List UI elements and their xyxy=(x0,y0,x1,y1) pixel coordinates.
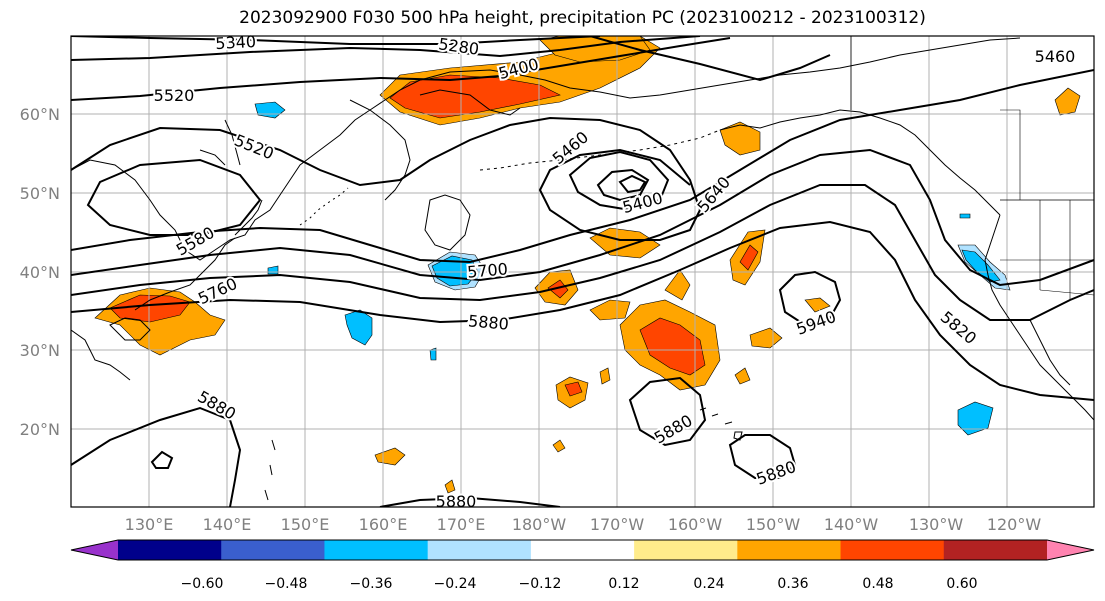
contour-label: 5460 xyxy=(1035,47,1076,66)
map-frame xyxy=(70,35,1095,508)
contour-label: 5700 xyxy=(466,259,508,281)
colorbar-tick: −0.36 xyxy=(350,576,393,592)
colorbar-tick: −0.24 xyxy=(434,576,477,592)
colorbar-segment xyxy=(943,540,1048,560)
lon-label-150w: 150°W xyxy=(746,515,801,534)
colorbar-tick: 0.24 xyxy=(693,576,724,592)
lon-label-120w: 120°W xyxy=(987,515,1042,534)
lat-label-60n: 60°N xyxy=(20,105,60,124)
colorbar-extend-low xyxy=(71,540,118,560)
latitude-axis: 60°N 50°N 40°N 30°N 20°N xyxy=(20,105,60,439)
colorbar-segment xyxy=(118,540,222,560)
longitude-axis: 130°E 140°E 150°E 160°E 170°E 180°W 170°… xyxy=(125,515,1042,534)
colorbar-extend-high xyxy=(1047,540,1094,560)
lon-label-140w: 140°W xyxy=(824,515,879,534)
lat-label-20n: 20°N xyxy=(20,420,60,439)
lon-label-180w: 180°W xyxy=(512,515,567,534)
contour-label: 5520 xyxy=(154,86,195,105)
lon-label-130w: 130°W xyxy=(909,515,964,534)
graticule xyxy=(71,36,1094,507)
lat-label-40n: 40°N xyxy=(20,263,60,282)
height-contours xyxy=(71,36,1094,507)
lon-label-160e: 160°E xyxy=(359,515,408,534)
colorbar-tick: −0.12 xyxy=(519,576,562,592)
colorbar-tick: 0.48 xyxy=(862,576,893,592)
colorbar-outline xyxy=(70,539,1095,561)
colorbar-tick: −0.60 xyxy=(181,576,224,592)
lon-label-130e: 130°E xyxy=(125,515,174,534)
colorbar xyxy=(70,539,1095,561)
colorbar-segment xyxy=(840,540,945,560)
colorbar-tick: 0.60 xyxy=(946,576,977,592)
contour-label: 5880 xyxy=(467,311,509,333)
colorbar-segment xyxy=(221,540,325,560)
precipitation-shading xyxy=(94,36,1081,494)
lon-label-170e: 170°E xyxy=(437,515,486,534)
colorbar-segment xyxy=(530,540,635,560)
lon-label-170w: 170°W xyxy=(590,515,645,534)
contour-label: 5340 xyxy=(215,32,257,53)
contour-label: 5880 xyxy=(436,492,477,511)
lat-label-50n: 50°N xyxy=(20,184,60,203)
figure-title: 2023092900 F030 500 hPa height, precipit… xyxy=(239,8,926,28)
lon-label-150e: 150°E xyxy=(281,515,330,534)
colorbar-ticks: −0.60 −0.48 −0.36 −0.24 −0.12 0.12 0.24 … xyxy=(181,576,978,592)
lon-label-140e: 140°E xyxy=(203,515,252,534)
colorbar-tick: −0.48 xyxy=(265,576,308,592)
colorbar-segment xyxy=(737,540,842,560)
lat-label-30n: 30°N xyxy=(20,341,60,360)
colorbar-segment xyxy=(324,540,429,560)
colorbar-tick: 0.12 xyxy=(608,576,639,592)
colorbar-segment xyxy=(634,540,738,560)
colorbar-segment xyxy=(427,540,532,560)
lon-label-160w: 160°W xyxy=(668,515,723,534)
colorbar-tick: 0.36 xyxy=(777,576,808,592)
